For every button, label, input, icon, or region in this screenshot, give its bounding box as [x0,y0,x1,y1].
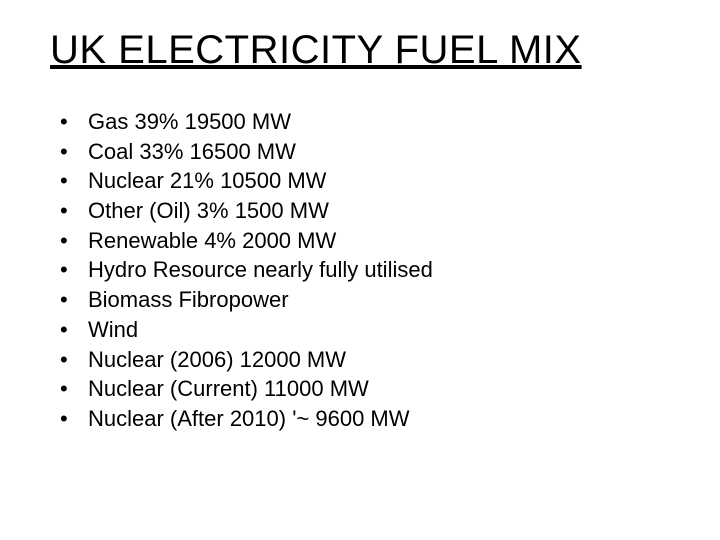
list-item: Nuclear (After 2010) '~ 9600 MW [60,404,670,434]
list-item: Gas 39% 19500 MW [60,107,670,137]
list-item: Nuclear (Current) 11000 MW [60,374,670,404]
slide: UK ELECTRICITY FUEL MIX Gas 39% 19500 MW… [0,0,720,540]
list-item: Renewable 4% 2000 MW [60,226,670,256]
list-item: Wind [60,315,670,345]
bullet-list: Gas 39% 19500 MW Coal 33% 16500 MW Nucle… [50,107,670,434]
list-item: Nuclear 21% 10500 MW [60,166,670,196]
list-item: Coal 33% 16500 MW [60,137,670,167]
list-item: Other (Oil) 3% 1500 MW [60,196,670,226]
list-item: Biomass Fibropower [60,285,670,315]
slide-title: UK ELECTRICITY FUEL MIX [50,28,670,73]
list-item: Nuclear (2006) 12000 MW [60,345,670,375]
list-item: Hydro Resource nearly fully utilised [60,255,670,285]
